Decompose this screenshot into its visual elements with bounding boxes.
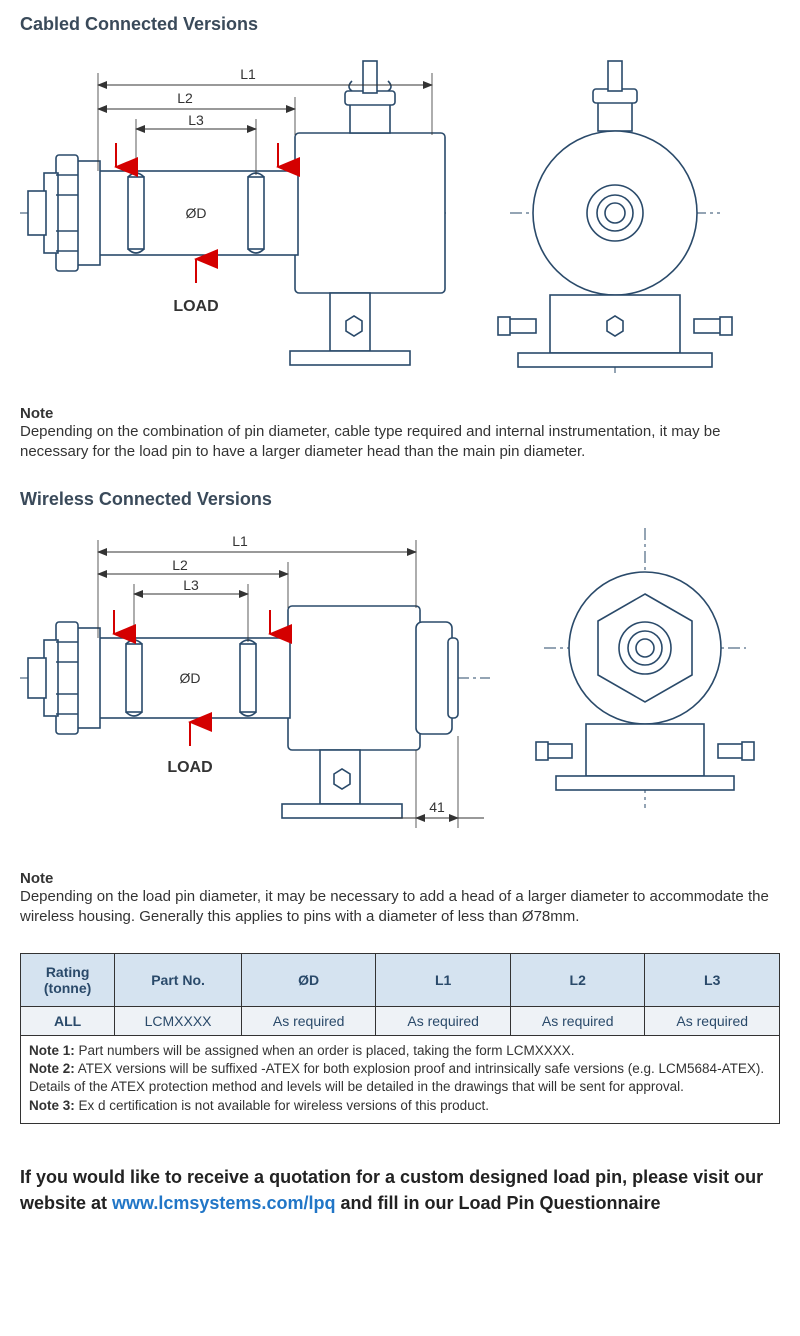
dim-41: 41 [429,799,445,815]
th-l1: L1 [376,954,511,1007]
dim-od: ØD [186,205,207,221]
td-l3: As required [645,1007,780,1036]
th-l3: L3 [645,954,780,1007]
td-partno: LCMXXXX [115,1007,242,1036]
wireless-end-diagram [530,518,760,818]
cta-text: If you would like to receive a quotation… [20,1164,780,1216]
dim-l1-w: L1 [232,533,248,549]
table-notes: Note 1: Part numbers will be assigned wh… [20,1036,780,1124]
wireless-diagrams: L1 L2 L3 ØD LOAD 41 [20,518,780,858]
td-l2: As required [510,1007,645,1036]
cabled-note-head: Note [20,405,780,422]
wireless-note-head: Note [20,870,780,887]
dim-l3-w: L3 [183,577,199,593]
th-rating: Rating(tonne) [21,954,115,1007]
th-l2: L2 [510,954,645,1007]
cabled-diagrams: L1 L2 L3 ØD LOAD [20,43,780,393]
dim-l3: L3 [188,112,204,128]
wireless-side-diagram: L1 L2 L3 ØD LOAD 41 [20,518,490,858]
cabled-title: Cabled Connected Versions [20,14,780,35]
load-label: LOAD [173,298,218,315]
th-partno: Part No. [115,954,242,1007]
table-row: ALL LCMXXXX As required As required As r… [21,1007,780,1036]
td-od: As required [241,1007,376,1036]
load-label-w: LOAD [167,759,212,776]
spec-table: Rating(tonne) Part No. ØD L1 L2 L3 ALL L… [20,953,780,1036]
cabled-note-body: Depending on the combination of pin diam… [20,422,780,463]
th-od: ØD [241,954,376,1007]
dim-od-w: ØD [180,670,201,686]
dim-l1: L1 [240,66,256,82]
cta-link[interactable]: www.lcmsystems.com/lpq [112,1193,335,1213]
cabled-side-diagram: L1 L2 L3 ØD LOAD [20,43,450,393]
wireless-note-body: Depending on the load pin diameter, it m… [20,887,780,928]
dim-l2: L2 [177,90,193,106]
wireless-title: Wireless Connected Versions [20,489,780,510]
dim-l2-w: L2 [172,557,188,573]
cabled-end-diagram [490,43,740,393]
td-l1: As required [376,1007,511,1036]
td-rating: ALL [21,1007,115,1036]
